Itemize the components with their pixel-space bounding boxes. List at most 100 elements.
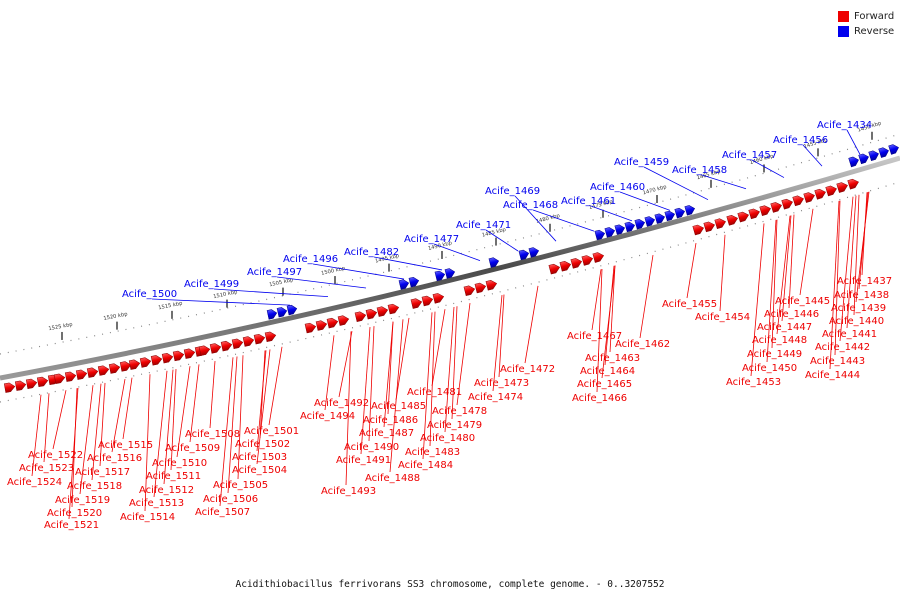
reverse-gene-label: Acife_1499 [184,279,239,290]
forward-gene-feature [692,224,704,236]
forward-gene-feature [548,263,561,275]
forward-leader-line [771,219,778,349]
forward-leader-line [799,208,814,296]
forward-leader-line [368,326,375,442]
forward-gene-feature [354,311,367,322]
forward-gene-label: Acife_1440 [829,316,884,327]
reverse-leader-line [590,205,633,222]
forward-leader-line [855,191,870,303]
forward-gene-label: Acife_1465 [577,379,632,390]
reverse-gene-label: Acife_1461 [561,196,616,207]
scale-label: 1495 kbp [375,253,401,265]
reverse-gene-label: Acife_1457 [722,150,777,161]
forward-gene-label: Acife_1488 [365,473,420,484]
forward-gene-label: Acife_1507 [195,507,250,518]
forward-gene-label: Acife_1520 [47,508,102,519]
forward-gene-label: Acife_1480 [420,433,475,444]
reverse-leader-line [485,229,519,252]
forward-gene-label: Acife_1445 [775,296,830,307]
forward-gene-label: Acife_1508 [185,429,240,440]
legend: Forward Reverse [838,9,894,39]
forward-leader-line [853,194,860,316]
legend-reverse-label: Reverse [854,26,895,37]
forward-leader-line [686,243,697,299]
forward-gene-label: Acife_1514 [120,512,175,523]
reverse-gene-label: Acife_1456 [773,135,828,146]
reverse-gene-feature [888,144,899,155]
forward-gene-label: Acife_1450 [742,363,797,374]
forward-gene-label: Acife_1501 [244,426,299,437]
forward-gene-feature [242,336,255,347]
forward-gene-feature [792,195,804,207]
reverse-leader-line [514,195,557,242]
reverse-gene-feature [684,205,696,216]
forward-leader-line [498,294,505,378]
forward-leader-line [456,303,471,406]
reverse-gene-label: Acife_1460 [590,182,645,193]
forward-gene-label: Acife_1472 [500,364,555,375]
reverse-gene-feature [848,156,859,168]
forward-gene-feature [376,306,389,317]
forward-leader-line [71,388,78,508]
forward-leader-line [360,327,371,455]
forward-gene-label: Acife_1454 [695,312,750,323]
forward-gene-label: Acife_1485 [371,401,426,412]
forward-gene-feature [97,365,110,376]
reverse-gene-feature [408,276,420,288]
forward-leader-line [338,331,353,398]
forward-gene-label: Acife_1511 [146,471,201,482]
scale-label: 1520 kbp [103,311,129,322]
forward-gene-label: Acife_1437 [837,276,892,287]
forward-gene-feature [421,295,434,307]
forward-gene-feature [128,359,141,370]
scale-label: 1525 kbp [48,322,74,332]
legend-forward-label: Forward [854,11,895,22]
forward-leader-line [387,321,394,415]
reverse-gene-feature [644,216,656,227]
reverse-swatch [838,26,849,37]
forward-gene-feature [463,285,476,296]
forward-leader-line [846,195,857,329]
forward-gene-feature [264,331,277,342]
forward-gene-label: Acife_1490 [344,442,399,453]
forward-gene-label: Acife_1483 [405,447,460,458]
reverse-gene-feature [528,247,540,258]
forward-leader-line [256,349,271,465]
forward-gene-feature [3,382,16,393]
forward-gene-feature [64,371,77,382]
forward-leader-line [153,370,168,498]
forward-gene-feature [161,352,174,364]
reverse-leader-line [802,144,823,167]
forward-leader-line [609,265,616,353]
forward-gene-feature [119,361,132,372]
gene-labels: Acife_1434 Acife_1456 Acife_1457 Acife_1458… [7,120,892,531]
forward-leader-line [750,223,765,377]
reverse-gene-label: Acife_1496 [283,254,338,265]
forward-gene-feature [75,369,88,380]
forward-leader-line [429,311,436,447]
forward-gene-feature [485,280,498,291]
forward-gene-feature [220,340,233,352]
forward-gene-label: Acife_1510 [152,458,207,469]
forward-gene-feature [198,345,211,356]
forward-leader-line [834,200,841,356]
forward-leader-line [219,357,234,507]
forward-swatch [838,11,849,22]
forward-gene-feature [172,350,185,362]
forward-leader-line [259,350,266,439]
forward-gene-feature [86,367,99,378]
reverse-gene-feature [594,229,606,241]
forward-gene-feature [781,198,793,210]
reverse-leader-line [619,191,671,211]
reverse-gene-feature [518,249,530,261]
reverse-leader-line [846,129,861,155]
forward-gene-label: Acife_1479 [427,420,482,431]
forward-leader-line [52,390,67,450]
forward-gene-feature [25,378,38,389]
forward-leader-line [524,285,539,364]
forward-leader-line [829,200,840,370]
forward-leader-line [31,394,42,477]
forward-gene-label: Acife_1453 [726,377,781,388]
forward-gene-label: Acife_1506 [203,494,258,505]
